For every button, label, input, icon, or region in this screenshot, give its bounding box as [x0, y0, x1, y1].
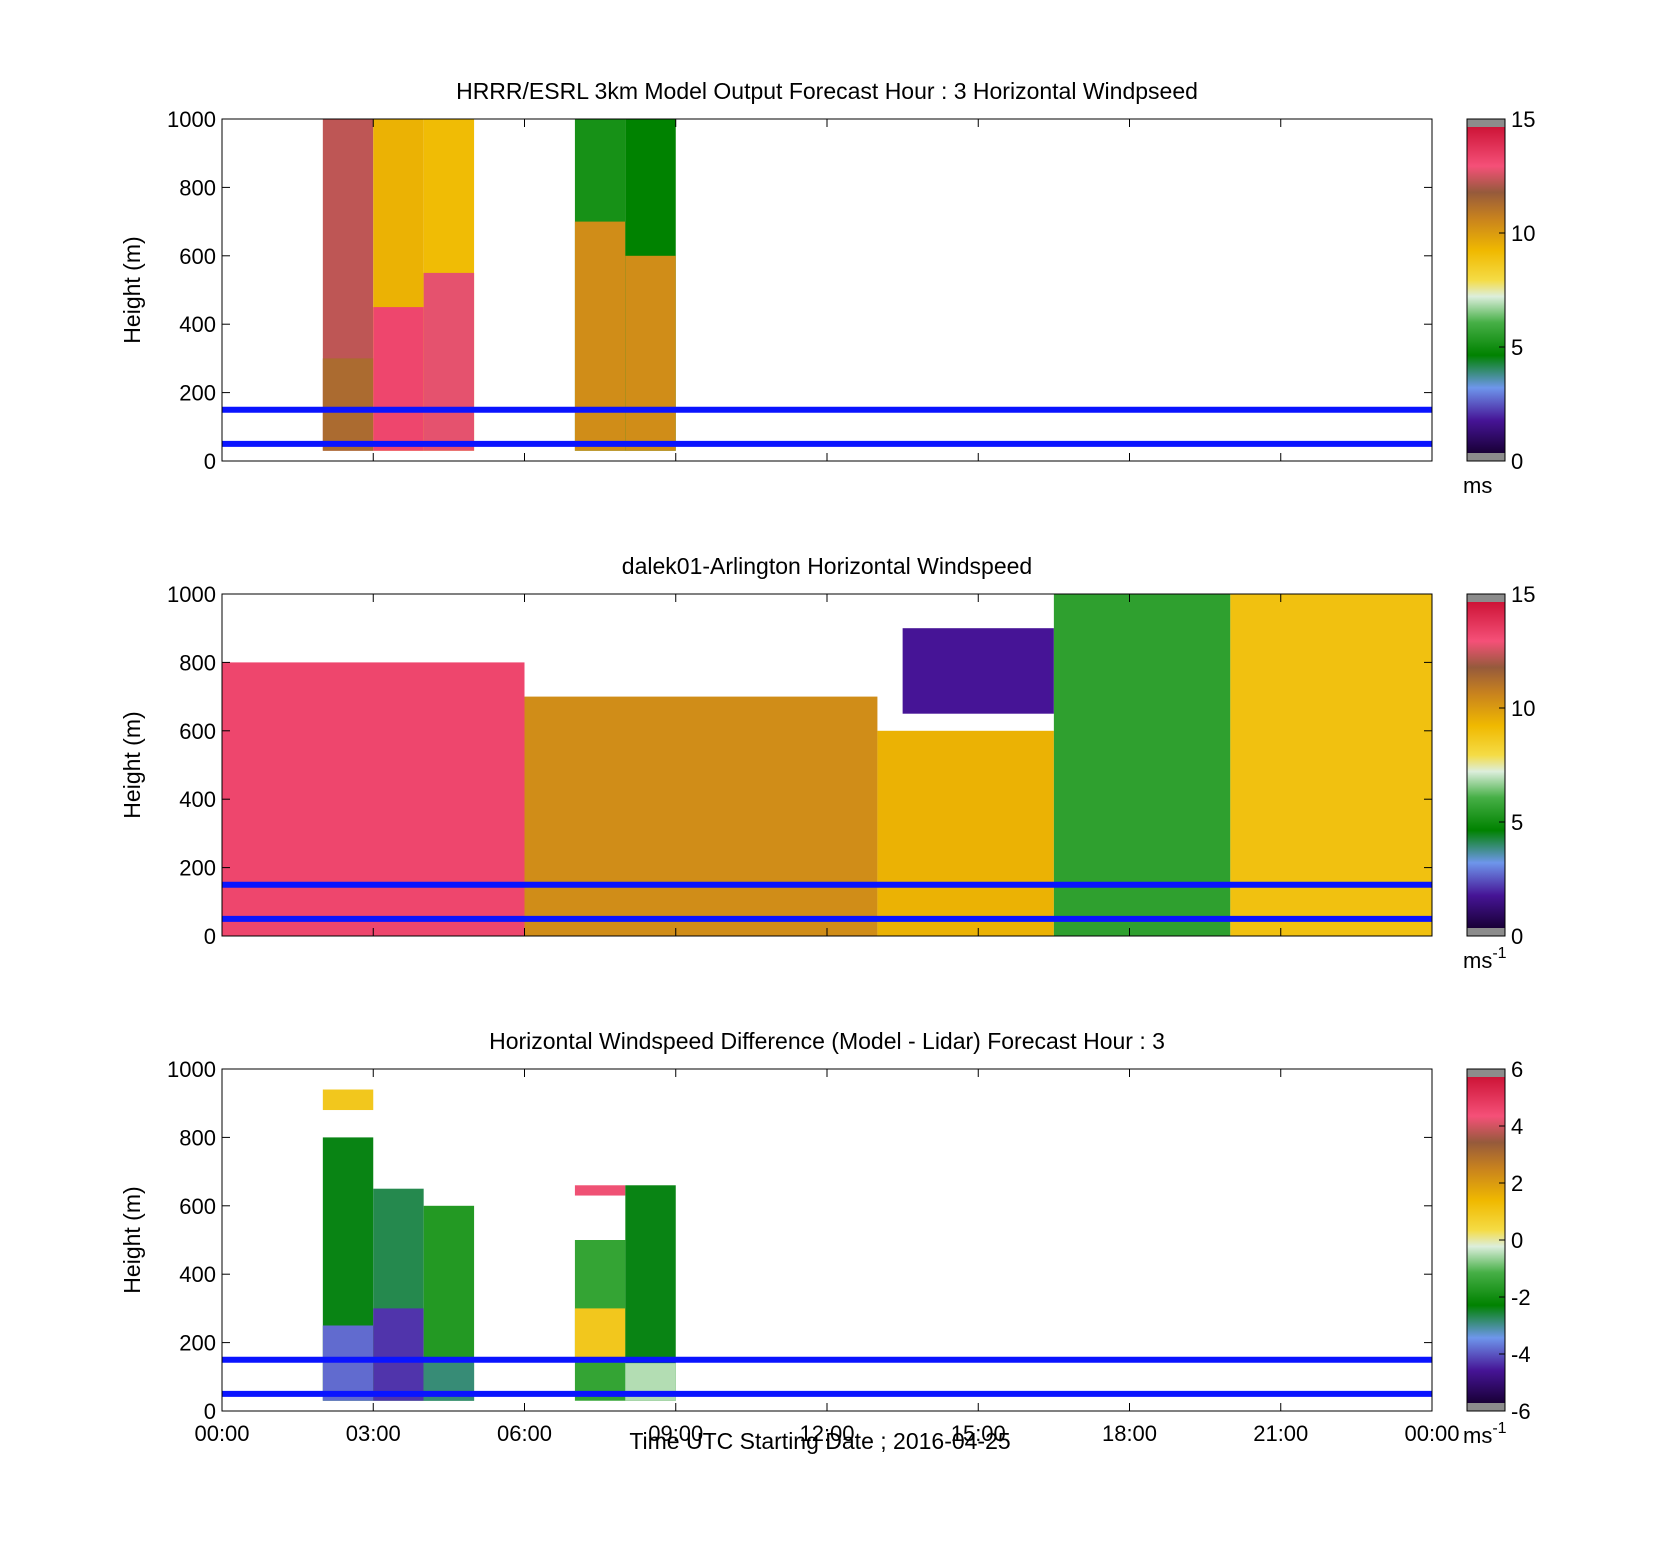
x-tick-label: 18:00 [1102, 1421, 1157, 1446]
data-cell [1053, 594, 1231, 936]
colorbar [1467, 602, 1505, 928]
panel-title: HRRR/ESRL 3km Model Output Forecast Hour… [456, 78, 1198, 104]
y-tick-label: 200 [179, 1331, 216, 1356]
colorbar-tick-label: 2 [1511, 1171, 1523, 1196]
panel-title: dalek01-Arlington Horizontal Windspeed [622, 553, 1032, 579]
y-tick-label: 1000 [167, 107, 216, 132]
colorbar [1467, 127, 1505, 453]
data-cell [322, 358, 374, 451]
colorbar-under [1467, 453, 1505, 461]
x-tick-label: 21:00 [1253, 1421, 1308, 1446]
colorbar-tick-label: 4 [1511, 1114, 1523, 1139]
y-axis-label: Height (m) [119, 1186, 145, 1293]
data-cell [322, 1325, 374, 1401]
colorbar [1467, 1077, 1505, 1403]
y-tick-label: 800 [179, 1125, 216, 1150]
y-tick-label: 0 [204, 1399, 216, 1424]
colorbar-over [1467, 1069, 1505, 1077]
colorbar-under [1467, 1403, 1505, 1411]
colorbar-tick-label: -2 [1511, 1285, 1531, 1310]
x-tick-label: 09:00 [648, 1421, 703, 1446]
panel-1: HRRR/ESRL 3km Model Output Forecast Hour… [119, 78, 1535, 498]
y-tick-label: 1000 [167, 582, 216, 607]
data-cell [322, 1089, 374, 1111]
colorbar-tick-label: 0 [1511, 1228, 1523, 1253]
x-tick-label: 00:00 [194, 1421, 249, 1446]
data-cell [423, 272, 475, 451]
colorbar-tick-label: 10 [1511, 221, 1535, 246]
colorbar-unit: ms-1 [1463, 1420, 1507, 1448]
y-tick-label: 200 [179, 381, 216, 406]
x-tick-label: 03:00 [346, 1421, 401, 1446]
y-tick-label: 1000 [167, 1057, 216, 1082]
colorbar-unit: ms-1 [1463, 945, 1507, 973]
y-tick-label: 0 [204, 924, 216, 949]
colorbar-tick-label: 5 [1511, 335, 1523, 360]
y-tick-label: 0 [204, 449, 216, 474]
colorbar-tick-label: -6 [1511, 1399, 1531, 1424]
colorbar-unit-exponent: -1 [1492, 1420, 1506, 1437]
y-tick-label: 400 [179, 312, 216, 337]
data-cell [574, 221, 626, 451]
colorbar-over [1467, 594, 1505, 602]
colorbar-unit-exponent: -1 [1492, 945, 1506, 962]
colorbar-tick-label: 6 [1511, 1057, 1523, 1082]
y-tick-label: 800 [179, 175, 216, 200]
colorbar-tick-label: -4 [1511, 1342, 1531, 1367]
data-cell [625, 255, 676, 451]
data-cell [373, 1308, 424, 1401]
y-tick-label: 400 [179, 1262, 216, 1287]
data-cell [1230, 594, 1432, 936]
x-tick-label: 00:00 [1404, 1421, 1459, 1446]
colorbar-over [1467, 119, 1505, 127]
panel-2: dalek01-Arlington Horizontal Windspeed 0 2… [119, 553, 1535, 973]
colorbar-tick-label: 15 [1511, 582, 1535, 607]
data-cell [574, 1185, 626, 1196]
colorbar-unit: ms [1463, 473, 1492, 498]
data-cell [222, 662, 525, 936]
y-tick-label: 200 [179, 856, 216, 881]
y-tick-label: 600 [179, 244, 216, 269]
colorbar-frame [1466, 118, 1506, 462]
colorbar-tick-label: 0 [1511, 924, 1523, 949]
colorbar-tick-label: 15 [1511, 107, 1535, 132]
colorbar-under [1467, 928, 1505, 936]
colorbar-frame [1466, 593, 1506, 937]
data-cell [574, 1308, 626, 1360]
x-tick-label: 06:00 [497, 1421, 552, 1446]
data-cell [373, 307, 424, 451]
data-cell [902, 628, 1054, 714]
y-tick-label: 400 [179, 787, 216, 812]
x-axis-label: Time UTC Starting Date ; 2016-04-25 [629, 1428, 1010, 1454]
data-cell [524, 696, 878, 936]
panel-title: Horizontal Windspeed Difference (Model -… [489, 1028, 1165, 1054]
colorbar-tick-label: 5 [1511, 810, 1523, 835]
y-tick-label: 600 [179, 719, 216, 744]
data-cell [877, 730, 1054, 936]
y-axis-label: Height (m) [119, 236, 145, 343]
colorbar-tick-label: 10 [1511, 696, 1535, 721]
x-tick-label: 15:00 [951, 1421, 1006, 1446]
y-axis-label: Height (m) [119, 711, 145, 818]
x-tick-label: 12:00 [799, 1421, 854, 1446]
panel-3: Horizontal Windspeed Difference (Model -… [119, 1028, 1531, 1448]
y-tick-label: 800 [179, 650, 216, 675]
colorbar-tick-label: 0 [1511, 449, 1523, 474]
y-tick-label: 600 [179, 1194, 216, 1219]
